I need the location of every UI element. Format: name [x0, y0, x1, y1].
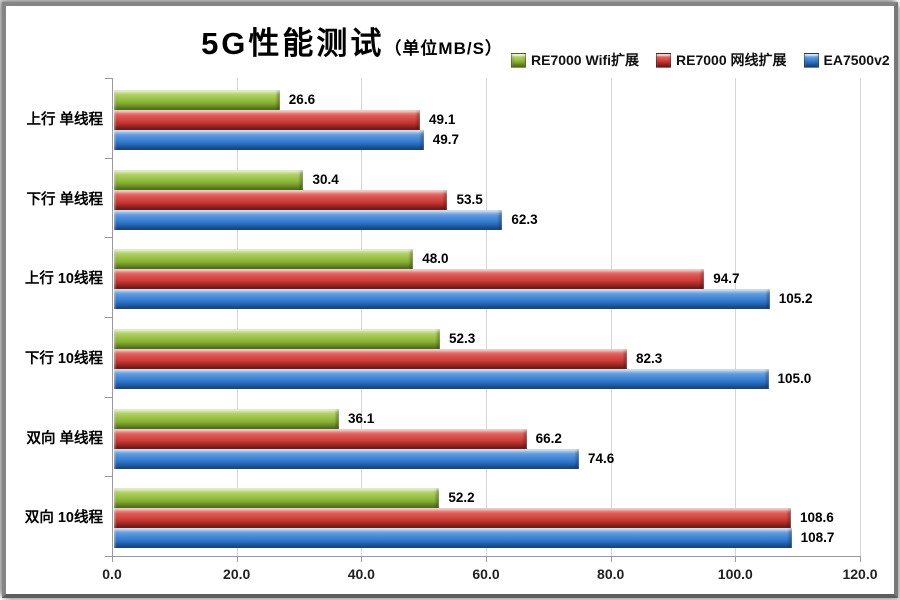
- legend-label: RE7000 网线扩展: [676, 52, 787, 68]
- bar: [114, 169, 304, 190]
- bar: [114, 488, 440, 509]
- value-label: 49.1: [429, 112, 456, 127]
- bar: [114, 189, 448, 210]
- chart-title-main: 5G性能测试: [201, 26, 385, 61]
- gridline: [860, 78, 861, 556]
- value-label: 53.5: [456, 191, 483, 207]
- category-label: 下行 单线程: [26, 191, 103, 208]
- bar: [114, 349, 627, 369]
- value-label: 108.7: [800, 530, 835, 546]
- legend-swatch: [803, 52, 819, 68]
- bar: [114, 408, 340, 429]
- legend-swatch: [511, 52, 526, 68]
- value-label: 48.0: [422, 251, 449, 267]
- x-axis-tick: [486, 556, 487, 562]
- bar: [114, 428, 527, 449]
- category-label: 上行 10线程: [24, 271, 103, 288]
- category-label: 双向 单线程: [26, 430, 103, 447]
- value-label: 52.3: [449, 331, 476, 346]
- legend-item: RE7000 网线扩展: [656, 50, 787, 70]
- x-axis-tick: [361, 556, 363, 562]
- plot-area: 26.6 49.1 49.7 30.4 53.5 62.3 48.0 94.7 105.2 52.…: [112, 78, 861, 556]
- x-axis-tick-label: 60.0: [472, 566, 500, 582]
- legend-swatch: [656, 52, 672, 68]
- bar: [114, 90, 280, 110]
- x-axis-tick-label: 120.0: [842, 566, 878, 582]
- chart-title-unit: （单位MB/S）: [384, 39, 503, 58]
- gridline: [735, 78, 737, 556]
- legend-item: RE7000 Wifi扩展: [511, 50, 639, 70]
- x-axis-tick-label: 80.0: [597, 566, 625, 582]
- x-axis-tick: [610, 556, 612, 562]
- bar: [114, 289, 770, 310]
- category-axis-tick: [105, 237, 112, 238]
- legend-label: RE7000 Wifi扩展: [531, 52, 640, 68]
- x-axis-tick: [236, 556, 238, 562]
- gridline: [361, 78, 363, 556]
- bar: [114, 448, 579, 469]
- x-axis-tick-label: 0.0: [102, 566, 122, 582]
- bar-chart: 5G性能测试（单位MB/S） RE7000 Wifi扩展 RE7000 网线扩展 E…: [6, 6, 894, 594]
- x-axis-tick: [860, 556, 861, 562]
- category-axis-tick: [105, 397, 112, 398]
- bar: [114, 209, 503, 230]
- category-axis-tick: [105, 317, 112, 318]
- x-axis-tick-label: 40.0: [347, 566, 375, 582]
- value-label: 105.0: [777, 371, 812, 386]
- legend-item: EA7500v2: [803, 52, 890, 68]
- value-label: 49.7: [432, 132, 460, 147]
- value-label: 74.6: [588, 450, 615, 466]
- value-label: 82.3: [636, 351, 663, 366]
- category-axis-tick: [105, 158, 112, 159]
- gridline: [236, 78, 238, 556]
- value-label: 62.3: [511, 211, 538, 227]
- gridline: [486, 78, 487, 556]
- x-axis-tick: [735, 556, 737, 562]
- x-axis-tick: [112, 556, 113, 562]
- value-label: 26.6: [288, 92, 316, 107]
- value-label: 52.2: [448, 490, 475, 506]
- category-label: 下行 10线程: [24, 351, 103, 367]
- value-label: 30.4: [312, 171, 339, 187]
- value-label: 105.2: [778, 291, 813, 307]
- category-axis-tick: [105, 556, 112, 557]
- category-label: 上行 单线程: [26, 112, 103, 128]
- category-label: 双向 10线程: [24, 510, 103, 527]
- bar: [114, 369, 769, 389]
- bar: [114, 508, 791, 529]
- bar: [114, 269, 705, 290]
- bar: [114, 110, 421, 130]
- x-axis-tick-label: 100.0: [717, 566, 753, 582]
- x-axis-tick-label: 20.0: [223, 566, 251, 582]
- legend-label: EA7500v2: [823, 52, 890, 68]
- value-label: 108.6: [799, 510, 834, 526]
- bar: [114, 528, 792, 549]
- value-label: 94.7: [713, 271, 740, 287]
- value-label: 66.2: [535, 430, 562, 446]
- value-label: 36.1: [348, 410, 375, 426]
- bar: [114, 130, 424, 150]
- legend: RE7000 Wifi扩展 RE7000 网线扩展 EA7500v2: [511, 50, 890, 70]
- bar: [114, 249, 414, 270]
- category-axis-tick: [105, 476, 112, 477]
- bar: [114, 329, 440, 349]
- gridline: [610, 78, 612, 556]
- category-axis-tick: [105, 78, 112, 79]
- chart-title: 5G性能测试（单位MB/S）: [112, 18, 592, 63]
